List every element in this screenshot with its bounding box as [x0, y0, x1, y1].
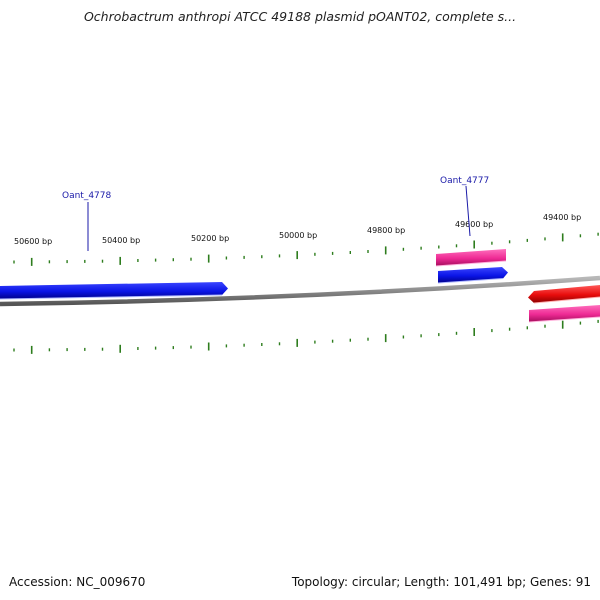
- gene-oant-4778[interactable]: [0, 282, 228, 300]
- scale-label-50000: 50000 bp: [279, 231, 317, 240]
- scale-label-49600: 49600 bp: [455, 220, 493, 229]
- gene-reverse-red-edge[interactable]: [528, 285, 600, 304]
- gene-feature-pink-lower[interactable]: [528, 305, 600, 323]
- scale-label-50600: 50600 bp: [14, 237, 52, 246]
- map-title: Ochrobactrum anthropi ATCC 49188 plasmid…: [83, 9, 517, 24]
- topology-summary: Topology: circular; Length: 101,491 bp; …: [291, 575, 591, 589]
- gene-feature-pink-upper[interactable]: [435, 249, 507, 267]
- gene-label-oant-4778[interactable]: Oant_4778: [62, 191, 112, 201]
- gene-oant-4777[interactable]: [437, 267, 508, 284]
- scale-label-50400: 50400 bp: [102, 236, 140, 245]
- accession-label: Accession: NC_009670: [9, 575, 146, 589]
- gene-label-leader-4777: [465, 185, 471, 237]
- inner-tick-marks: [13, 319, 599, 354]
- scale-label-49400: 49400 bp: [543, 213, 581, 222]
- plasmid-backbone: [0, 275, 600, 307]
- gene-label-oant-4777[interactable]: Oant_4777: [440, 176, 489, 186]
- outer-tick-marks: [13, 232, 599, 266]
- scale-label-49800: 49800 bp: [367, 226, 405, 235]
- scale-label-50200: 50200 bp: [191, 234, 229, 243]
